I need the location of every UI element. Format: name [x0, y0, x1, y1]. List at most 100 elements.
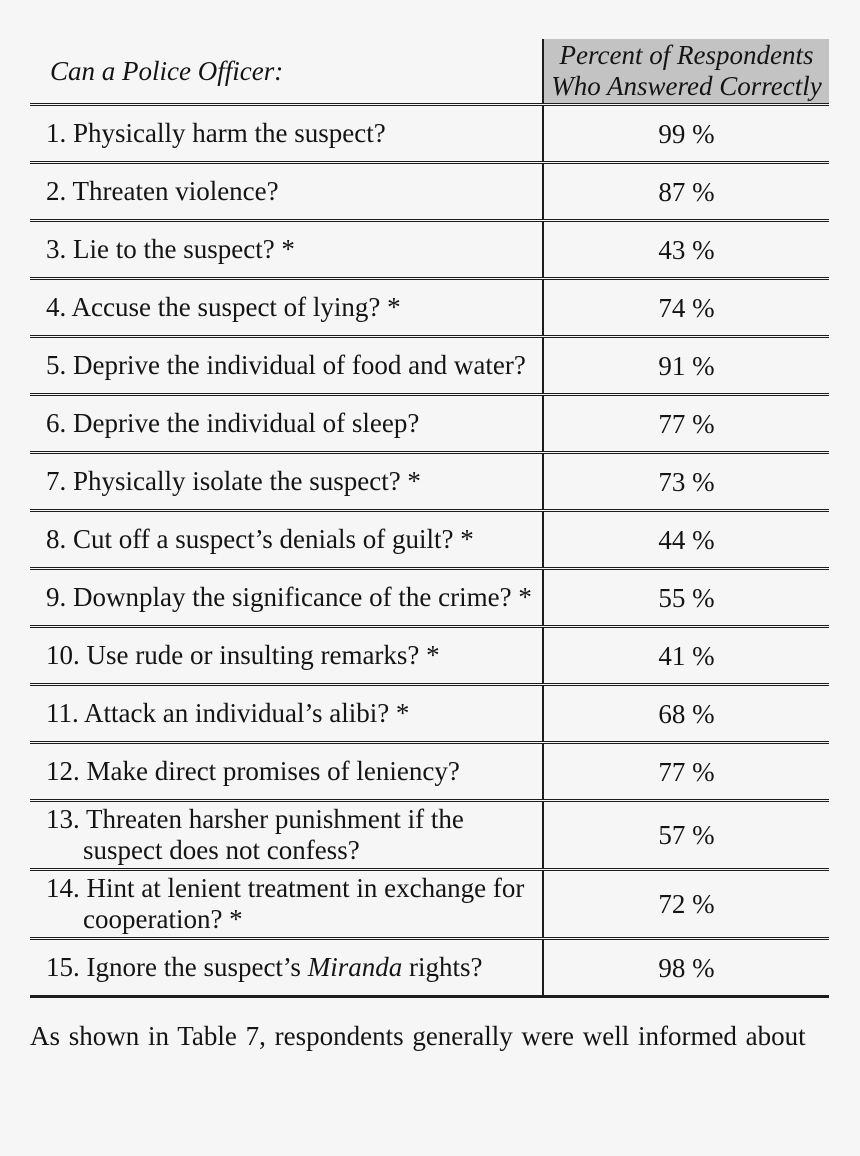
question-italic-segment: Miranda	[307, 952, 403, 982]
question-cell: 1. Physically harm the suspect?	[30, 106, 542, 161]
table-row: 4. Accuse the suspect of lying? * 74 %	[30, 277, 829, 335]
header-questions-cell: Can a Police Officer:	[30, 39, 542, 103]
question-text: 15. Ignore the suspect’s Miranda rights?	[30, 950, 542, 985]
table-header-row: Can a Police Officer: Percent of Respond…	[30, 39, 829, 103]
question-cell: 8. Cut off a suspect’s denials of guilt?…	[30, 512, 542, 567]
question-cell: 6. Deprive the individual of sleep?	[30, 396, 542, 451]
question-text: 4. Accuse the suspect of lying? *	[30, 290, 542, 325]
question-segment: 10. Use rude or insulting remarks? *	[46, 640, 440, 670]
table-row: 2. Threaten violence? 87 %	[30, 161, 829, 219]
table-7: Can a Police Officer: Percent of Respond…	[30, 39, 829, 998]
percent-cell: 41 %	[542, 628, 829, 683]
question-segment: 12. Make direct promises of leniency?	[46, 756, 460, 786]
table-row: 15. Ignore the suspect’s Miranda rights?…	[30, 937, 829, 995]
header-percent-cell: Percent of Respondents Who Answered Corr…	[542, 39, 829, 103]
question-cell: 5. Deprive the individual of food and wa…	[30, 338, 542, 393]
percent-value: 74 %	[658, 292, 715, 323]
question-text: 11. Attack an individual’s alibi? *	[30, 696, 542, 731]
table-row: 12. Make direct promises of leniency? 77…	[30, 741, 829, 799]
percent-cell: 73 %	[542, 454, 829, 509]
question-text: 5. Deprive the individual of food and wa…	[30, 348, 542, 383]
percent-cell: 57 %	[542, 802, 829, 868]
percent-value: 57 %	[658, 820, 715, 850]
percent-value: 73 %	[658, 466, 715, 497]
question-text: 1. Physically harm the suspect?	[30, 116, 542, 151]
percent-cell: 55 %	[542, 570, 829, 625]
question-segment: 7. Physically isolate the suspect? *	[46, 466, 421, 496]
question-text: 8. Cut off a suspect’s denials of guilt?…	[30, 522, 542, 557]
percent-cell: 77 %	[542, 396, 829, 451]
question-segment: 14. Hint at lenient treatment in exchang…	[46, 873, 525, 934]
percent-value: 87 %	[658, 176, 715, 207]
percent-value: 55 %	[658, 582, 715, 613]
table-row: 13. Threaten harsher punishment if the s…	[30, 799, 829, 868]
percent-value: 41 %	[658, 640, 715, 671]
table-row: 9. Downplay the significance of the crim…	[30, 567, 829, 625]
question-cell: 11. Attack an individual’s alibi? *	[30, 686, 542, 741]
table-body: 1. Physically harm the suspect? 99 % 2. …	[30, 103, 829, 995]
question-text: 7. Physically isolate the suspect? *	[30, 464, 542, 499]
percent-value: 98 %	[658, 952, 715, 983]
question-segment: 13. Threaten harsher punishment if the s…	[46, 804, 464, 865]
question-text: 9. Downplay the significance of the crim…	[30, 580, 542, 615]
percent-value: 99 %	[658, 118, 715, 149]
question-segment: 3. Lie to the suspect? *	[46, 234, 295, 264]
question-segment: 11. Attack an individual’s alibi? *	[46, 698, 410, 728]
percent-value: 77 %	[658, 408, 715, 439]
question-cell: 15. Ignore the suspect’s Miranda rights?	[30, 940, 542, 995]
percent-cell: 72 %	[542, 871, 829, 937]
header-percent-label-line2: Who Answered Correctly	[551, 71, 822, 101]
question-text: 2. Threaten violence?	[30, 174, 542, 209]
percent-value: 44 %	[658, 524, 715, 555]
percent-cell: 77 %	[542, 744, 829, 799]
percent-cell: 44 %	[542, 512, 829, 567]
header-questions-label: Can a Police Officer:	[50, 55, 284, 86]
question-text: 3. Lie to the suspect? *	[30, 232, 542, 267]
table-row: 8. Cut off a suspect’s denials of guilt?…	[30, 509, 829, 567]
question-segment: 8. Cut off a suspect’s denials of guilt?…	[46, 524, 474, 554]
percent-cell: 98 %	[542, 940, 829, 995]
question-segment: 15. Ignore the suspect’s	[46, 952, 308, 982]
question-text: 14. Hint at lenient treatment in exchang…	[30, 871, 542, 937]
question-cell: 2. Threaten violence?	[30, 164, 542, 219]
table-row: 11. Attack an individual’s alibi? * 68 %	[30, 683, 829, 741]
question-text: 10. Use rude or insulting remarks? *	[30, 638, 542, 673]
question-text: 12. Make direct promises of leniency?	[30, 754, 542, 789]
question-cell: 14. Hint at lenient treatment in exchang…	[30, 871, 542, 937]
percent-cell: 74 %	[542, 280, 829, 335]
question-segment: 2. Threaten violence?	[46, 176, 279, 206]
question-cell: 4. Accuse the suspect of lying? *	[30, 280, 542, 335]
percent-value: 91 %	[658, 350, 715, 381]
question-cell: 3. Lie to the suspect? *	[30, 222, 542, 277]
table-row: 5. Deprive the individual of food and wa…	[30, 335, 829, 393]
question-segment: 6. Deprive the individual of sleep?	[46, 408, 420, 438]
question-segment: 4. Accuse the suspect of lying? *	[46, 292, 401, 322]
caption-text: As shown in Table 7, respondents general…	[30, 1021, 806, 1051]
question-cell: 10. Use rude or insulting remarks? *	[30, 628, 542, 683]
question-segment: rights?	[402, 952, 483, 982]
percent-value: 68 %	[658, 698, 715, 729]
percent-cell: 99 %	[542, 106, 829, 161]
question-segment: 1. Physically harm the suspect?	[46, 118, 386, 148]
question-cell: 7. Physically isolate the suspect? *	[30, 454, 542, 509]
question-cell: 12. Make direct promises of leniency?	[30, 744, 542, 799]
table-row: 10. Use rude or insulting remarks? * 41 …	[30, 625, 829, 683]
table-row: 7. Physically isolate the suspect? * 73 …	[30, 451, 829, 509]
table-row: 3. Lie to the suspect? * 43 %	[30, 219, 829, 277]
question-cell: 9. Downplay the significance of the crim…	[30, 570, 542, 625]
question-segment: 5. Deprive the individual of food and wa…	[46, 350, 526, 380]
percent-cell: 87 %	[542, 164, 829, 219]
percent-cell: 68 %	[542, 686, 829, 741]
table-row: 14. Hint at lenient treatment in exchang…	[30, 868, 829, 937]
question-segment: 9. Downplay the significance of the crim…	[46, 582, 532, 612]
question-text: 6. Deprive the individual of sleep?	[30, 406, 542, 441]
percent-value: 72 %	[658, 889, 715, 919]
question-text: 13. Threaten harsher punishment if the s…	[30, 802, 542, 868]
table-row: 6. Deprive the individual of sleep? 77 %	[30, 393, 829, 451]
percent-value: 43 %	[658, 234, 715, 265]
question-cell: 13. Threaten harsher punishment if the s…	[30, 802, 542, 868]
percent-cell: 43 %	[542, 222, 829, 277]
header-percent-label-line1: Percent of Respondents	[559, 40, 814, 70]
table-row: 1. Physically harm the suspect? 99 %	[30, 103, 829, 161]
